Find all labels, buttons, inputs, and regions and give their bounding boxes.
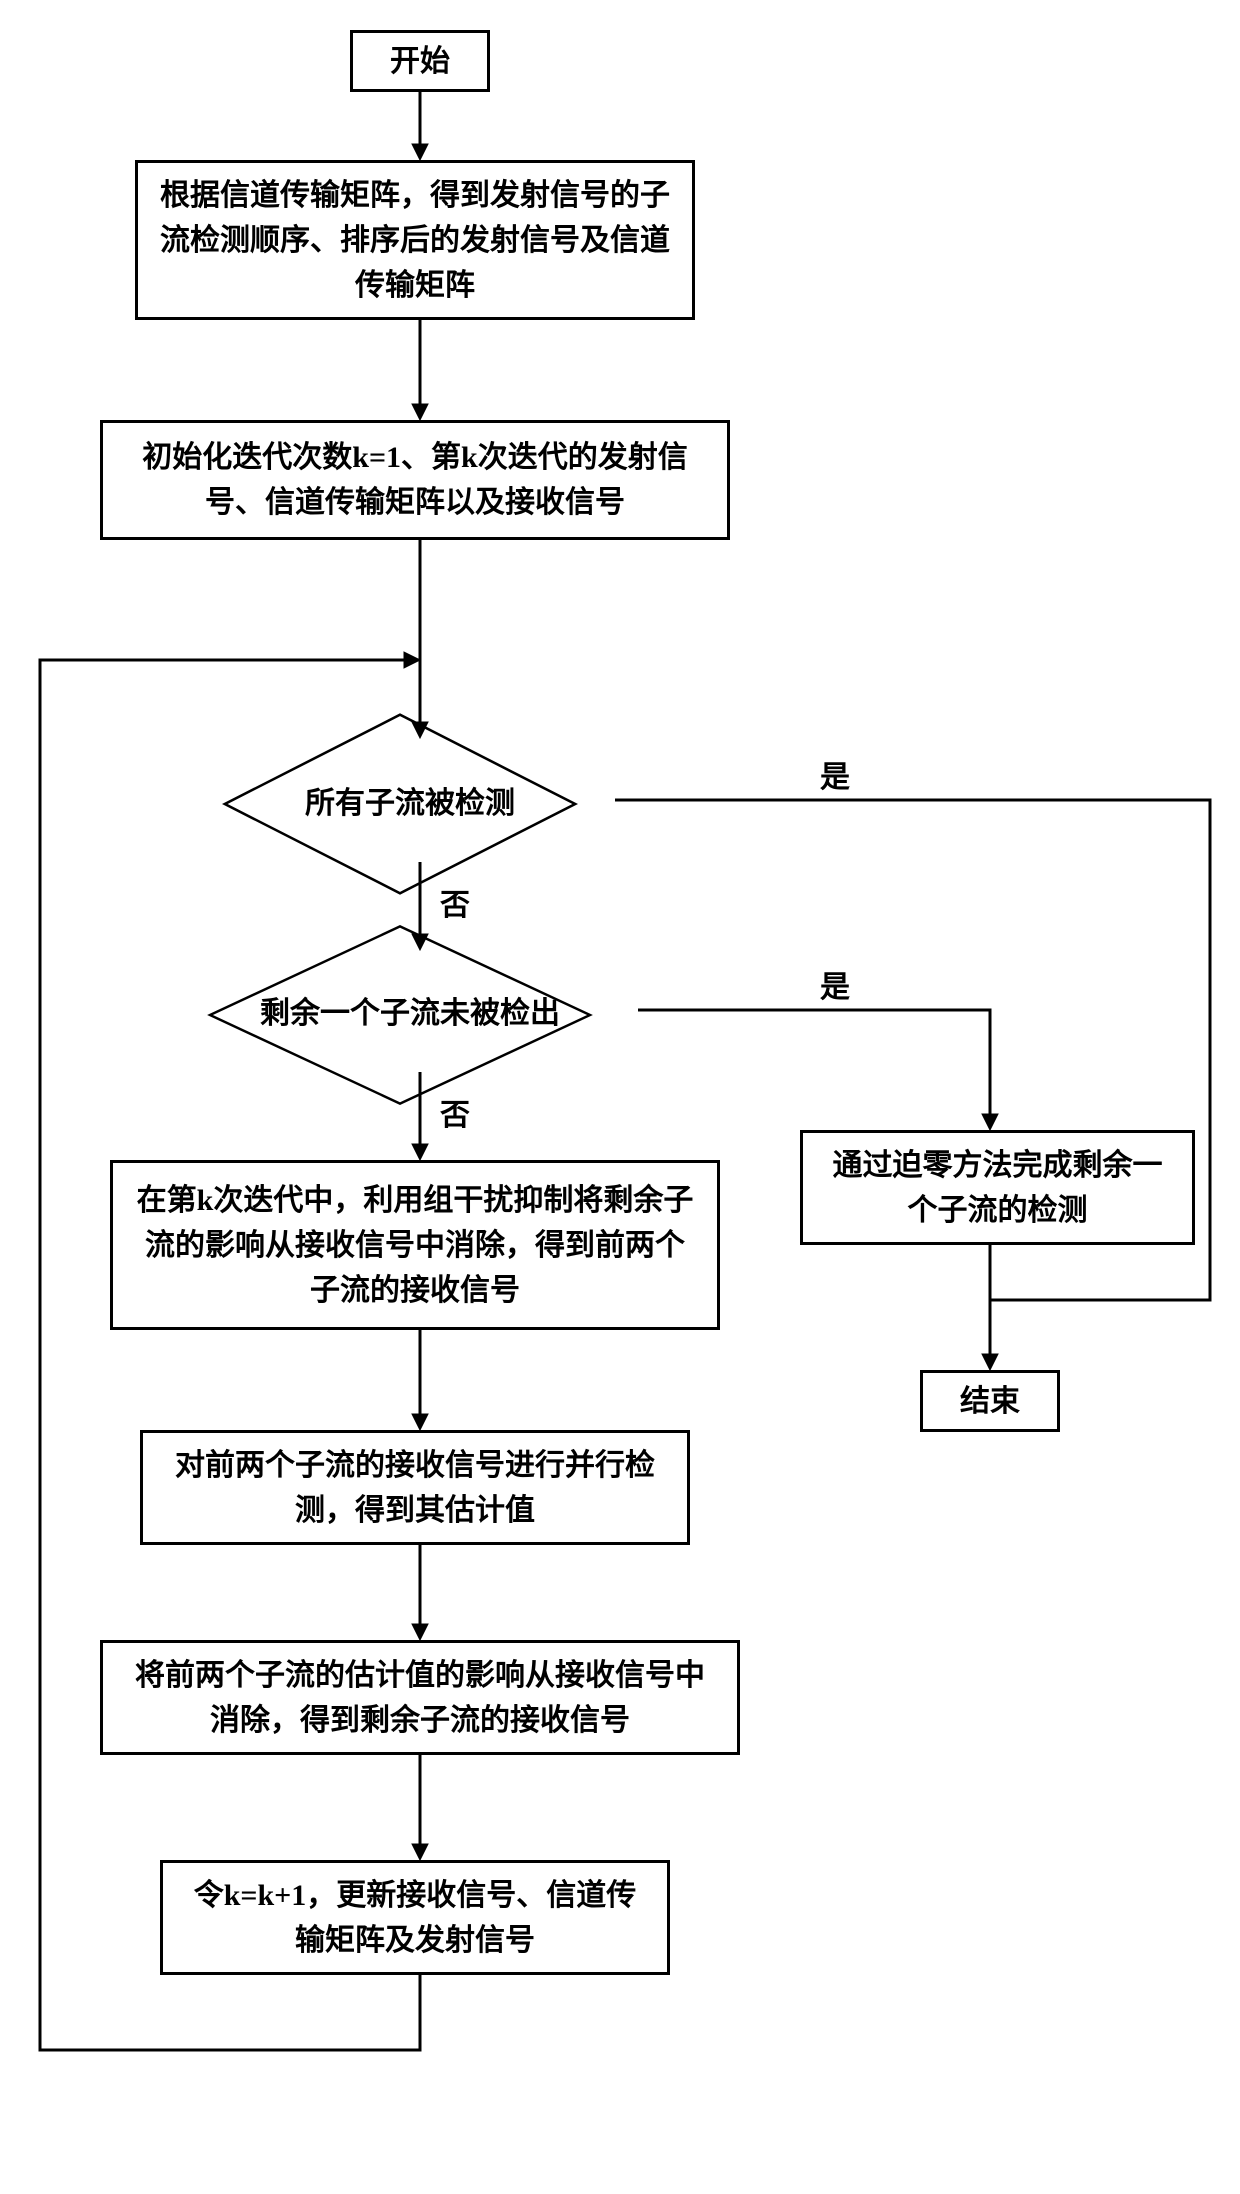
step-1: 根据信道传输矩阵，得到发射信号的子流检测顺序、排序后的发射信号及信道传输矩阵 [135, 160, 695, 320]
d1-no-label: 否 [440, 880, 470, 924]
step-1-text: 根据信道传输矩阵，得到发射信号的子流检测顺序、排序后的发射信号及信道传输矩阵 [156, 173, 674, 308]
decision-1-shape [222, 713, 578, 894]
step-5: 将前两个子流的估计值的影响从接收信号中消除，得到剩余子流的接收信号 [100, 1640, 740, 1755]
end-label: 结束 [960, 1379, 1020, 1424]
step-3: 在第k次迭代中，利用组干扰抑制将剩余子流的影响从接收信号中消除，得到前两个子流的… [110, 1160, 720, 1330]
step-3-text: 在第k次迭代中，利用组干扰抑制将剩余子流的影响从接收信号中消除，得到前两个子流的… [131, 1178, 699, 1313]
step-5-text: 将前两个子流的估计值的影响从接收信号中消除，得到剩余子流的接收信号 [121, 1653, 719, 1743]
start-node: 开始 [350, 30, 490, 92]
start-label: 开始 [390, 39, 450, 84]
step-2-text: 初始化迭代次数k=1、第k次迭代的发射信号、信道传输矩阵以及接收信号 [121, 435, 709, 525]
d2-no-label: 否 [440, 1090, 470, 1134]
decision-2-shape [207, 925, 593, 1105]
end-node: 结束 [920, 1370, 1060, 1432]
d1-yes-label: 是 [820, 752, 850, 796]
step-zf: 通过迫零方法完成剩余一个子流的检测 [800, 1130, 1195, 1245]
step-2: 初始化迭代次数k=1、第k次迭代的发射信号、信道传输矩阵以及接收信号 [100, 420, 730, 540]
step-6-text: 令k=k+1，更新接收信号、信道传输矩阵及发射信号 [181, 1873, 649, 1963]
d2-yes-label: 是 [820, 962, 850, 1006]
step-zf-text: 通过迫零方法完成剩余一个子流的检测 [821, 1143, 1174, 1233]
step-6: 令k=k+1，更新接收信号、信道传输矩阵及发射信号 [160, 1860, 670, 1975]
step-4-text: 对前两个子流的接收信号进行并行检测，得到其估计值 [161, 1443, 669, 1533]
step-4: 对前两个子流的接收信号进行并行检测，得到其估计值 [140, 1430, 690, 1545]
